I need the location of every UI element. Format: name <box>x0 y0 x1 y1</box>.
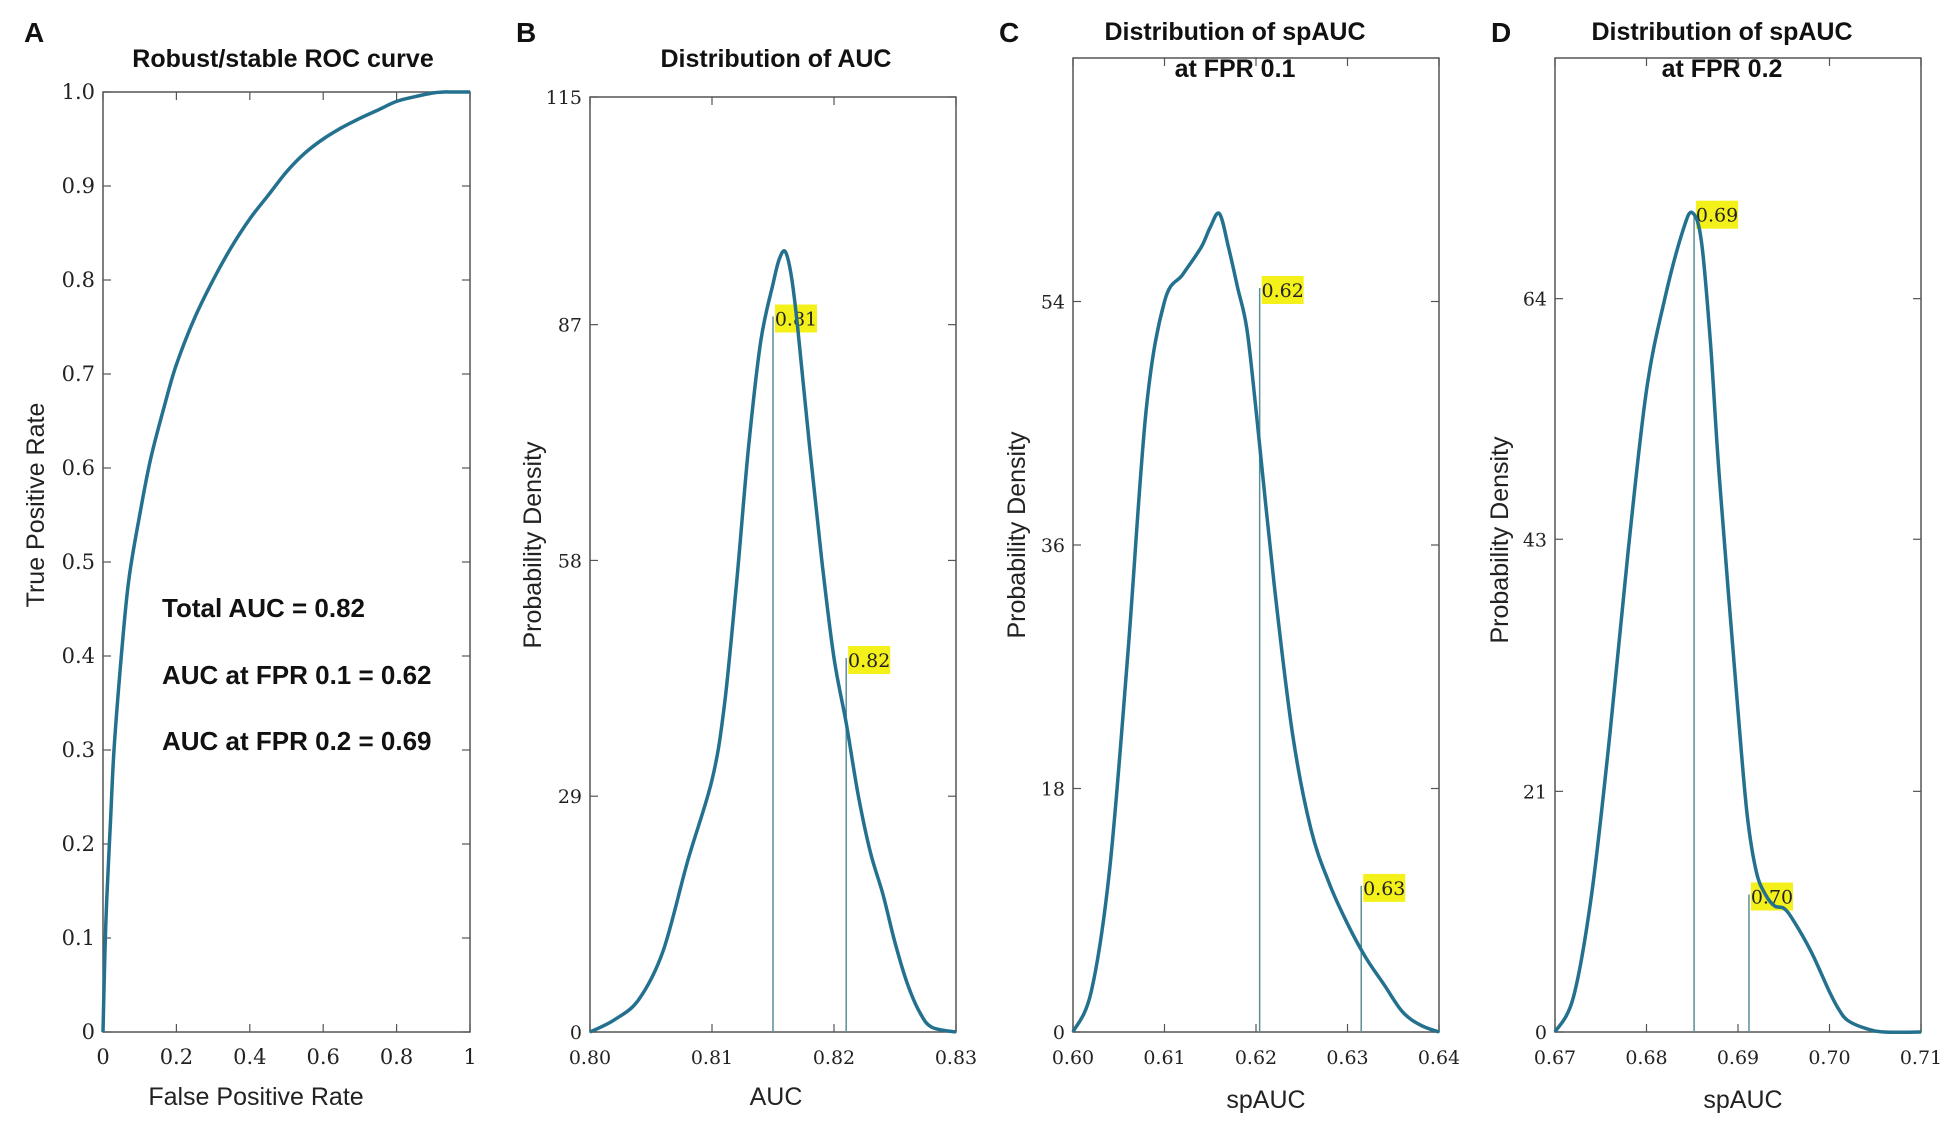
panel-d-ytick-label: 64 <box>1523 289 1547 311</box>
panel-c-ytick-label: 54 <box>1041 292 1065 314</box>
panel-a-xtick-label: 0 <box>96 1045 109 1069</box>
panel-d: D Distribution of spAUC at FPR 0.2 0.67 0.… <box>1486 17 1942 1114</box>
panel-d-title: Distribution of spAUC at FPR 0.2 <box>1591 18 1852 83</box>
panel-d-title-line: Distribution of spAUC <box>1591 18 1852 46</box>
panel-a-ytick-label: 0.4 <box>62 644 95 668</box>
panel-a-ytick-label: 0.9 <box>62 174 95 198</box>
annotation-auc-fpr-01: AUC at FPR 0.1 = 0.62 <box>162 660 432 690</box>
panel-a-ylabel: True Positive Rate <box>22 403 50 608</box>
panel-b-density-line <box>589 249 957 1034</box>
panel-a-ytick-label: 0 <box>82 1020 95 1044</box>
panel-c-xtick-label: 0.62 <box>1235 1047 1277 1069</box>
panel-c-xtick-label: 0.61 <box>1143 1047 1185 1069</box>
panel-c-ytick-label: 18 <box>1041 779 1065 801</box>
panel-b-xlabel: AUC <box>750 1083 803 1111</box>
panel-a-xtick-label: 0.8 <box>380 1045 413 1069</box>
panel-b: B Distribution of AUC 0.80 0.81 0.82 0.83 0… <box>516 17 977 1111</box>
panel-a-ytick-label: 0.8 <box>62 268 95 292</box>
panel-c-xlabel: spAUC <box>1226 1086 1305 1114</box>
panel-a-xtick-label: 0.4 <box>233 1045 266 1069</box>
panel-c-xtick-label: 0.64 <box>1418 1047 1460 1069</box>
panel-c-title-line: at FPR 0.1 <box>1175 55 1296 83</box>
panel-b-xtick-label: 0.83 <box>935 1047 977 1069</box>
panel-a: A Robust/stable ROC curve 0 0.2 0.4 0.6 0.8 1… <box>22 17 477 1111</box>
panel-c-xtick-label: 0.63 <box>1326 1047 1368 1069</box>
panel-c-marker-label-bg <box>1261 275 1304 304</box>
panel-a-plot-frame <box>102 91 471 1033</box>
panel-a-ytick-label: 0.2 <box>62 832 95 856</box>
annotation-total-auc: Total AUC = 0.82 <box>162 593 365 623</box>
panel-c-marker-label-bg <box>1363 873 1406 902</box>
panel-a-ytick-label: 0.1 <box>62 926 95 950</box>
panel-a-ytick-label: 0.6 <box>62 456 95 480</box>
panel-a-letter: A <box>24 17 44 48</box>
panel-d-density-line <box>1553 210 1922 1035</box>
panel-b-ytick-label: 29 <box>558 786 582 808</box>
panel-b-ytick-label: 0 <box>570 1022 582 1044</box>
panel-b-xtick-label: 0.81 <box>691 1047 733 1069</box>
panel-d-xlabel: spAUC <box>1703 1086 1782 1114</box>
panel-c-marker-label: 0.62 <box>1262 280 1304 302</box>
panel-d-marker-label-bg <box>1696 200 1739 229</box>
panel-a-ytick-label: 1.0 <box>62 80 95 104</box>
panel-a-xtick-label: 0.6 <box>306 1045 339 1069</box>
panel-c-ylabel: Probability Density <box>1003 431 1031 639</box>
panel-a-ytick-label: 0.7 <box>62 362 95 386</box>
panel-c-ytick-label: 0 <box>1053 1022 1065 1044</box>
panel-a-ytick-label: 0.3 <box>62 738 95 762</box>
panel-c-marker-label: 0.63 <box>1363 878 1405 900</box>
panel-b-xtick-label: 0.80 <box>569 1047 611 1069</box>
annotation-auc-fpr-02: AUC at FPR 0.2 = 0.69 <box>162 726 432 756</box>
panel-c-xtick-label: 0.60 <box>1052 1047 1094 1069</box>
panel-b-ytick-label: 115 <box>546 87 582 109</box>
panel-a-xtick-label: 0.2 <box>160 1045 193 1069</box>
panel-b-xtick-label: 0.82 <box>813 1047 855 1069</box>
panel-b-ytick-label: 58 <box>558 550 582 572</box>
panel-b-title-line: Distribution of AUC <box>661 45 892 73</box>
panel-a-title: Robust/stable ROC curve <box>132 45 434 73</box>
panel-d-ytick-label: 0 <box>1535 1022 1547 1044</box>
panel-c: C Distribution of spAUC at FPR 0.1 0.60 0.… <box>999 17 1460 1114</box>
panel-a-ytick-label: 0.5 <box>62 550 95 574</box>
panel-d-xtick-label: 0.69 <box>1717 1047 1759 1069</box>
panel-b-ylabel: Probability Density <box>519 441 547 649</box>
panel-c-ytick-label: 36 <box>1041 535 1065 557</box>
panel-c-letter: C <box>999 17 1019 48</box>
panel-a-xtick-label: 1 <box>463 1045 476 1069</box>
panel-d-xtick-label: 0.70 <box>1808 1047 1850 1069</box>
panel-b-marker-label-bg <box>848 646 891 674</box>
panel-b-letter: B <box>516 17 536 48</box>
panel-d-letter: D <box>1491 17 1511 48</box>
panel-b-ytick-label: 87 <box>558 315 582 337</box>
panel-b-marker-label: 0.82 <box>848 650 890 672</box>
panel-d-xtick-label: 0.68 <box>1625 1047 1667 1069</box>
panel-c-density-line <box>1071 211 1440 1034</box>
panel-d-xtick-label: 0.71 <box>1900 1047 1942 1069</box>
panel-d-xtick-label: 0.67 <box>1534 1047 1576 1069</box>
panel-c-title-line: Distribution of spAUC <box>1104 18 1365 46</box>
panel-d-ytick-label: 43 <box>1523 529 1547 551</box>
panel-d-title-line: at FPR 0.2 <box>1662 55 1783 83</box>
panel-d-marker-label: 0.70 <box>1751 886 1793 908</box>
panel-c-title: Distribution of spAUC at FPR 0.1 <box>1104 18 1365 83</box>
panel-d-marker-label: 0.69 <box>1696 205 1738 227</box>
panel-a-roc-line <box>101 90 470 1033</box>
panel-d-ylabel: Probability Density <box>1486 436 1514 644</box>
panel-d-ytick-label: 21 <box>1523 781 1547 803</box>
panel-a-xlabel: False Positive Rate <box>148 1083 363 1111</box>
panel-b-title: Distribution of AUC <box>661 45 892 73</box>
